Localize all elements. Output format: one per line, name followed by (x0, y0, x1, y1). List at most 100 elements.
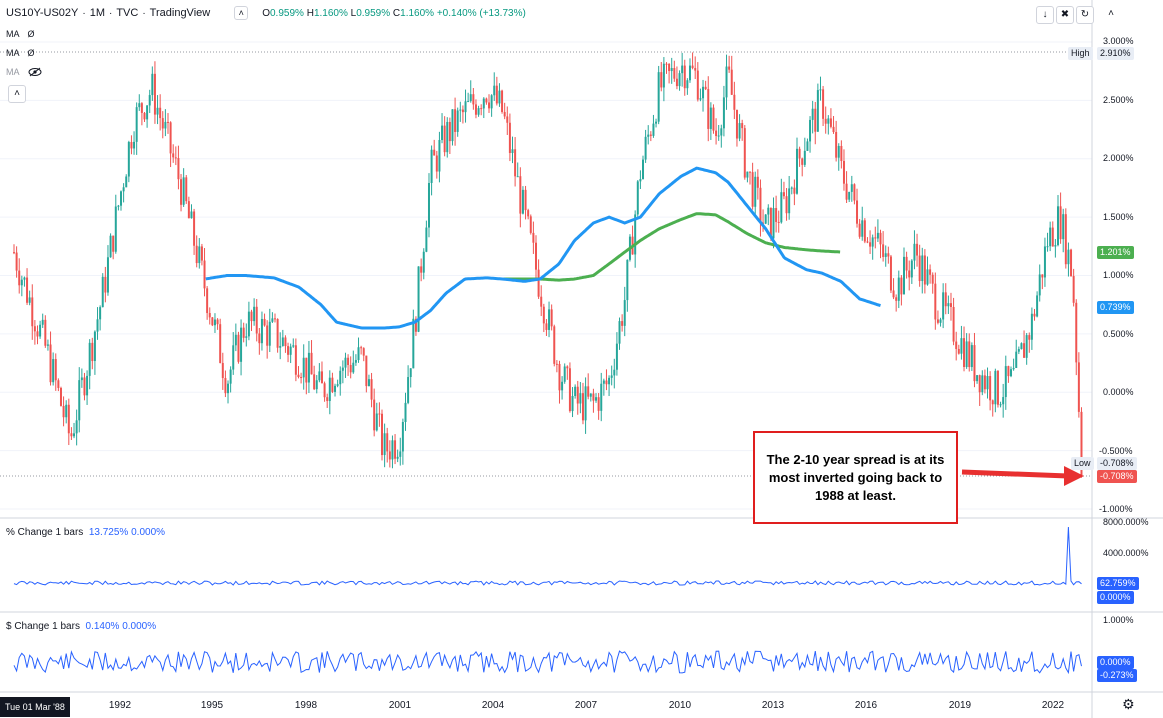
candle-body (1038, 274, 1041, 296)
price-tick: -1.000% (1099, 504, 1133, 514)
candle-body (367, 379, 370, 387)
candle-body (146, 105, 149, 120)
candle-body (446, 121, 449, 153)
candle-body (926, 269, 929, 285)
candle-body (634, 214, 637, 255)
candle-body (918, 255, 921, 282)
candle-body (665, 63, 668, 65)
candle-body (963, 338, 966, 367)
candle-body (378, 413, 381, 415)
candle-body (498, 90, 501, 104)
ma-legend-2[interactable]: MA Ø (6, 48, 35, 58)
candle-body (224, 378, 227, 394)
candle-body (287, 346, 290, 355)
candle-body (976, 375, 979, 382)
candle-body (989, 376, 992, 401)
candle-body (435, 155, 438, 172)
collapse-legend-button[interactable]: ˄ (8, 85, 26, 103)
candle-body (1080, 411, 1083, 476)
candle-body (532, 232, 535, 243)
pct-change-legend[interactable]: % Change 1 bars 13.725% 0.000% (6, 527, 166, 538)
candle-body (722, 97, 725, 129)
symbol-legend[interactable]: US10Y-US02Y · 1M · TVC · TradingView ˄ O… (6, 6, 526, 20)
candle-body (1077, 362, 1080, 412)
candle-body (845, 183, 848, 200)
candle-body (1054, 245, 1057, 247)
candle-body (1051, 227, 1054, 247)
candle-body (302, 357, 305, 378)
ma-legend-1[interactable]: MA Ø (6, 29, 35, 39)
candle-body (234, 334, 237, 346)
candle-body (169, 122, 172, 154)
close-icon[interactable]: ✖ (1056, 6, 1074, 24)
candle-body (88, 342, 91, 376)
candle-body (1049, 227, 1052, 247)
candle-body (866, 241, 869, 243)
candle-body (537, 269, 540, 297)
candle-body (211, 317, 214, 326)
candle-body (420, 266, 423, 273)
interval-label[interactable]: 1M (89, 7, 105, 19)
chevron-up-icon[interactable]: ˄ (1103, 6, 1119, 22)
candle-body (897, 277, 900, 301)
candle-body (164, 121, 167, 129)
refresh-icon[interactable]: ↻ (1076, 6, 1094, 24)
candle-body (341, 367, 344, 371)
candle-body (994, 370, 997, 405)
candle-body (670, 68, 673, 72)
candle-body (15, 252, 18, 271)
candle-body (93, 331, 96, 362)
abs-change-line (13, 650, 1082, 675)
candle-body (555, 363, 558, 365)
candle-body (297, 374, 300, 378)
candle-body (1012, 367, 1015, 370)
hidden-eye-icon[interactable] (28, 67, 42, 77)
candle-body (754, 176, 757, 207)
candle-body (174, 157, 177, 159)
candle-body (459, 109, 462, 111)
annotation-box[interactable]: The 2-10 year spread is at its most inve… (753, 431, 958, 524)
price-tick: 0.000% (1103, 387, 1134, 397)
candle-body (806, 141, 809, 151)
collapse-icon[interactable]: ˄ (234, 6, 249, 20)
candle-body (602, 380, 605, 384)
candle-body (313, 374, 316, 390)
abs-change-legend[interactable]: $ Change 1 bars 0.140% 0.000% (6, 621, 157, 632)
candle-body (1067, 249, 1070, 265)
candle-body (968, 341, 971, 368)
candle-body (1064, 214, 1067, 265)
candle-body (809, 119, 812, 142)
symbol-name[interactable]: US10Y-US02Y (6, 7, 79, 19)
arrow-down-icon[interactable]: ↓ (1036, 6, 1054, 24)
time-tick: 1998 (294, 700, 318, 711)
candle-body (819, 89, 822, 91)
candle-body (39, 324, 42, 337)
candle-body (824, 118, 827, 124)
candle-body (788, 188, 791, 214)
candle-body (276, 318, 279, 348)
candle-body (409, 368, 412, 378)
candle-body (1062, 214, 1065, 240)
time-tick: 1992 (108, 700, 132, 711)
candle-body (759, 187, 762, 223)
ma-legend-3[interactable]: MA (6, 67, 42, 77)
candle-body (889, 256, 892, 291)
candle-body (161, 118, 164, 129)
candle-body (931, 274, 934, 284)
candle-body (1028, 335, 1031, 340)
candle-body (1023, 343, 1026, 358)
candle-body (548, 309, 551, 330)
gear-icon[interactable]: ⚙ (1122, 696, 1135, 712)
candle-body (892, 290, 895, 298)
candle-body (636, 181, 639, 215)
candle-body (75, 420, 78, 434)
candle-body (1033, 313, 1036, 317)
candle-body (610, 375, 613, 378)
candle-body (1046, 246, 1049, 248)
candle-body (54, 359, 57, 381)
candle-body (106, 257, 109, 293)
candle-body (660, 72, 663, 88)
candle-body (140, 103, 143, 113)
candle-body (652, 123, 655, 136)
